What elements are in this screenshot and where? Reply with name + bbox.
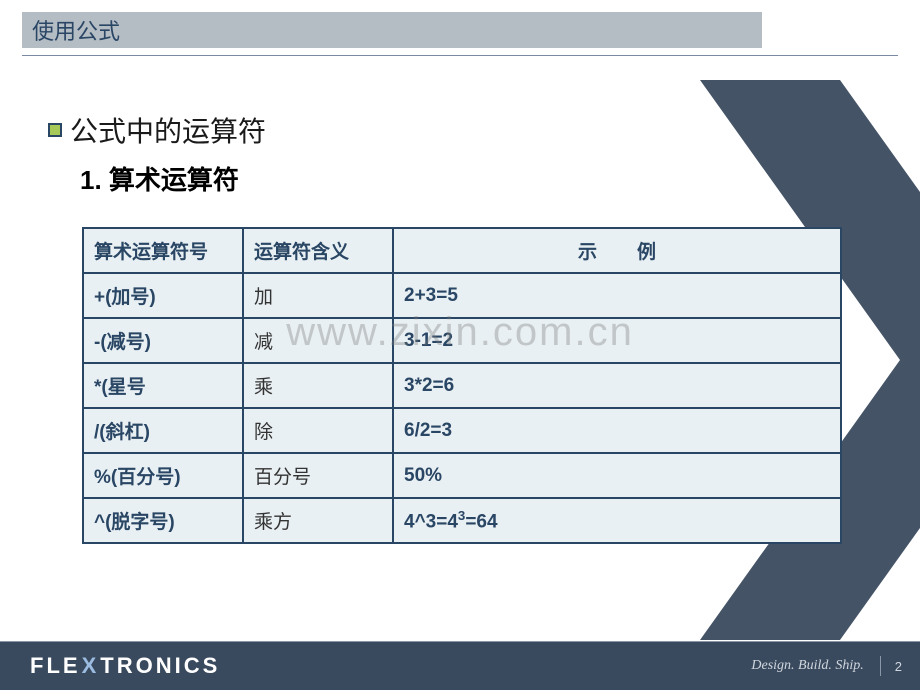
sub-number: 1.: [80, 165, 102, 195]
header-bar: 使用公式: [22, 12, 762, 48]
cell-example: 6/2=3: [393, 408, 841, 453]
sub-text: 算术运算符: [109, 165, 239, 195]
cell-meaning: 乘方: [243, 498, 393, 543]
table-header-row: 算术运算符号 运算符含义 示例: [83, 228, 841, 273]
table-body: +(加号) 加 2+3=5 -(减号) 减 3-1=2 *(星号 乘 3*2=6: [83, 273, 841, 543]
cell-symbol: /(斜杠): [83, 408, 243, 453]
col-header-example: 示例: [393, 228, 841, 273]
cell-example: 50%: [393, 453, 841, 498]
brand-right: TRONICS: [100, 653, 220, 679]
cell-meaning: 除: [243, 408, 393, 453]
table-row: +(加号) 加 2+3=5: [83, 273, 841, 318]
brand-left: FLE: [30, 653, 81, 679]
col-header-meaning: 运算符含义: [243, 228, 393, 273]
operators-table: 算术运算符号 运算符含义 示例 +(加号) 加 2+3=5 -(减号) 减 3-…: [82, 227, 842, 544]
cell-example: 3*2=6: [393, 363, 841, 408]
table-wrap: 算术运算符号 运算符含义 示例 +(加号) 加 2+3=5 -(减号) 减 3-…: [82, 227, 878, 544]
table-row: /(斜杠) 除 6/2=3: [83, 408, 841, 453]
cell-example: 3-1=2: [393, 318, 841, 363]
cell-example: 4^3=43=64: [393, 498, 841, 543]
cell-symbol: +(加号): [83, 273, 243, 318]
brand-logo: FLEXTRONICS: [30, 653, 220, 679]
sub-heading: 1. 算术运算符: [80, 160, 878, 197]
tagline: Design. Build. Ship.: [751, 658, 863, 674]
slide: 使用公式 公式中的运算符 1. 算术运算符 算术运算符号 运算符含义 示例: [0, 0, 920, 690]
cell-meaning: 百分号: [243, 453, 393, 498]
cell-symbol: ^(脱字号): [83, 498, 243, 543]
brand-x: X: [82, 653, 100, 679]
page-number: 2: [895, 659, 902, 674]
cell-meaning: 减: [243, 318, 393, 363]
cell-symbol: %(百分号): [83, 453, 243, 498]
bullet-row: 公式中的运算符: [48, 110, 878, 150]
cell-meaning: 乘: [243, 363, 393, 408]
header-title: 使用公式: [32, 14, 120, 46]
footer-right: Design. Build. Ship. 2: [751, 642, 920, 690]
square-bullet-icon: [48, 123, 62, 137]
cell-example: 2+3=5: [393, 273, 841, 318]
footer-bar: FLEXTRONICS Design. Build. Ship. 2: [0, 642, 920, 690]
content-area: 公式中的运算符 1. 算术运算符 算术运算符号 运算符含义 示例 +(加号) 加: [48, 110, 878, 544]
bullet-text: 公式中的运算符: [70, 110, 266, 150]
page-separator: [880, 656, 881, 676]
table-row: %(百分号) 百分号 50%: [83, 453, 841, 498]
cell-symbol: *(星号: [83, 363, 243, 408]
cell-meaning: 加: [243, 273, 393, 318]
header-rule: [22, 55, 898, 56]
table-row: *(星号 乘 3*2=6: [83, 363, 841, 408]
col-header-symbol: 算术运算符号: [83, 228, 243, 273]
table-row: ^(脱字号) 乘方 4^3=43=64: [83, 498, 841, 543]
cell-symbol: -(减号): [83, 318, 243, 363]
table-row: -(减号) 减 3-1=2: [83, 318, 841, 363]
